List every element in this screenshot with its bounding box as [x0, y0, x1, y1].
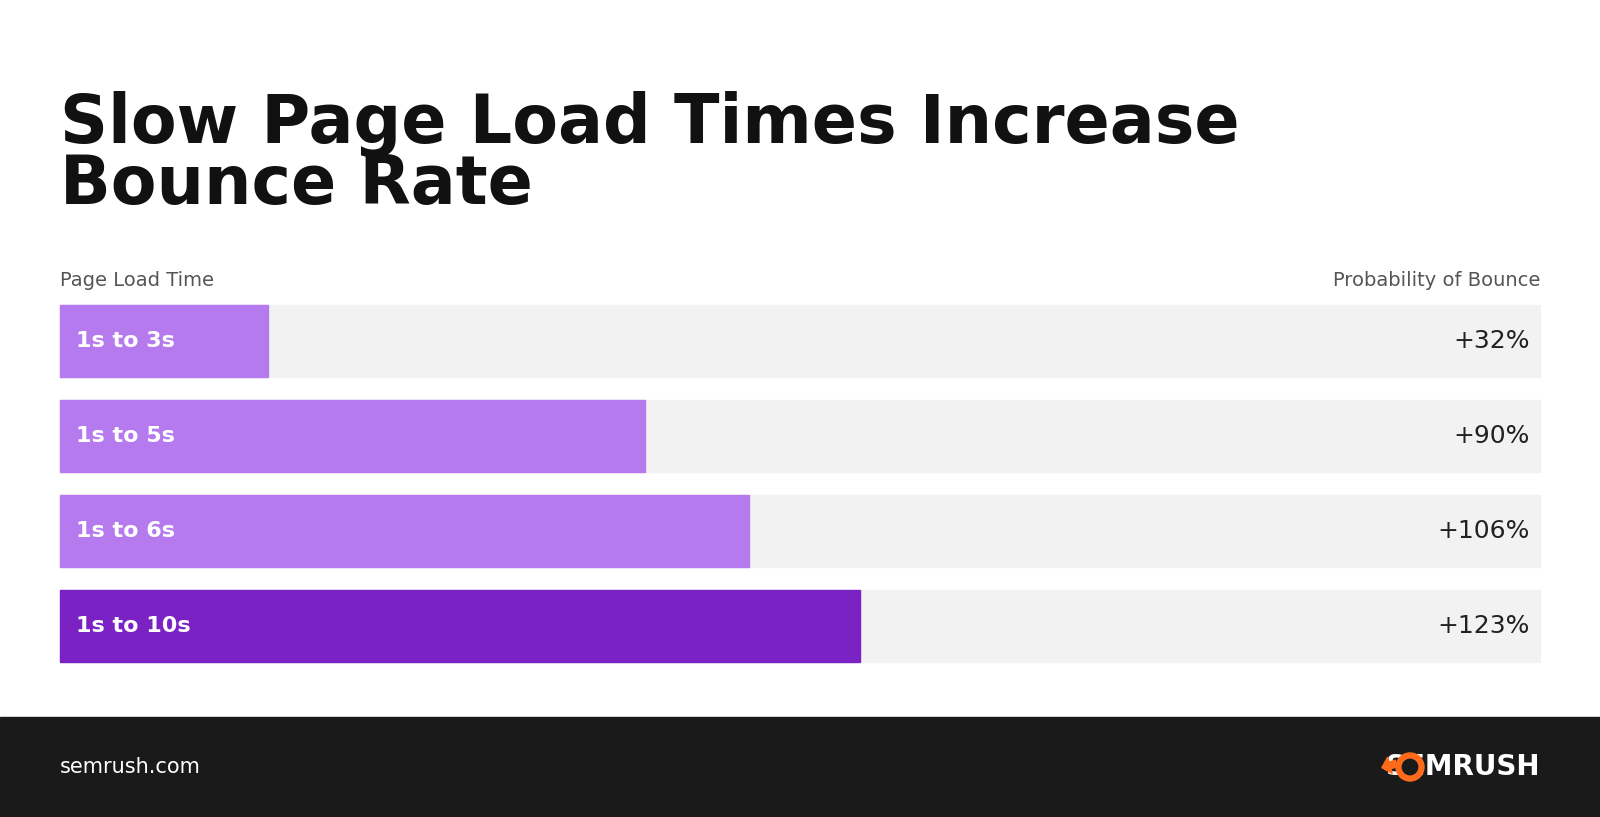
Bar	[61, 495, 749, 567]
Text: Probability of Bounce: Probability of Bounce	[1333, 270, 1539, 289]
Text: +90%: +90%	[1454, 424, 1530, 448]
Text: 1s to 10s: 1s to 10s	[77, 616, 190, 636]
Text: Page Load Time: Page Load Time	[61, 270, 214, 289]
FancyArrowPatch shape	[1382, 757, 1397, 774]
Circle shape	[1395, 753, 1424, 781]
Text: SEMRUSH: SEMRUSH	[1387, 753, 1539, 781]
Text: +32%: +32%	[1453, 329, 1530, 353]
Bar	[61, 590, 861, 662]
Bar	[61, 400, 1539, 472]
Bar	[61, 400, 645, 472]
Bar	[61, 305, 1539, 377]
Bar	[0, 717, 1600, 817]
Bar	[61, 495, 1539, 567]
Text: 1s to 6s: 1s to 6s	[77, 521, 174, 541]
Bar	[61, 305, 269, 377]
Text: +123%: +123%	[1438, 614, 1530, 638]
Bar	[61, 590, 1539, 662]
Text: 1s to 5s: 1s to 5s	[77, 426, 174, 446]
Circle shape	[1402, 759, 1418, 775]
Text: +106%: +106%	[1438, 519, 1530, 543]
Text: Slow Page Load Times Increase: Slow Page Load Times Increase	[61, 90, 1240, 157]
Text: 1s to 3s: 1s to 3s	[77, 331, 174, 351]
Text: semrush.com: semrush.com	[61, 757, 202, 777]
Text: Bounce Rate: Bounce Rate	[61, 152, 533, 218]
